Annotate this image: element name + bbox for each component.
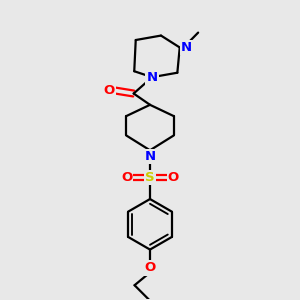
Text: O: O [168, 171, 179, 184]
Text: O: O [121, 171, 132, 184]
Text: S: S [145, 171, 155, 184]
Text: N: N [144, 150, 156, 163]
Text: O: O [144, 262, 156, 275]
Text: N: N [146, 71, 158, 84]
Text: N: N [181, 41, 192, 54]
Text: O: O [104, 84, 115, 97]
